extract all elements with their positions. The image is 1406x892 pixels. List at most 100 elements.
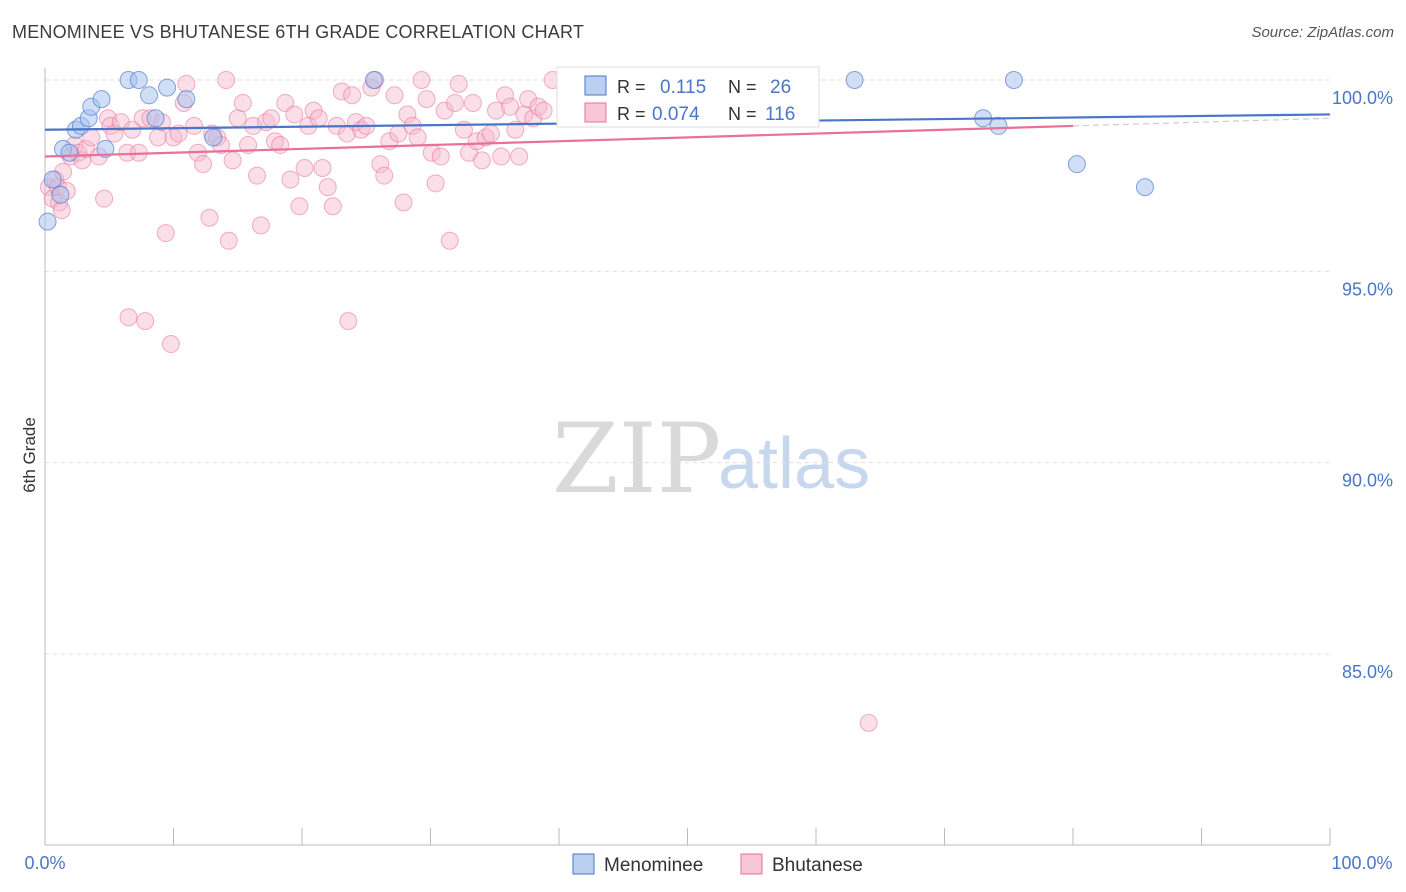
bhutanese-point-62: [323, 197, 342, 216]
menominee-point-12: [129, 71, 148, 89]
legend: Menominee Bhutanese: [572, 853, 863, 876]
menominee-point-25: [1135, 178, 1154, 197]
bhutanese-point-104: [519, 90, 538, 109]
bhutanese-point-75: [385, 86, 404, 105]
bhutanese-point-25: [149, 128, 168, 147]
menominee-point-2: [51, 185, 70, 204]
bhutanese-point-47: [251, 216, 270, 235]
bhutanese-point-55: [290, 197, 309, 216]
bhutanese-point-85: [431, 147, 450, 166]
stats-swatch-bhutanese: [584, 102, 607, 123]
bhutanese-point-107: [534, 101, 553, 120]
chart-title: MENOMINEE VS BHUTANESE 6TH GRADE CORRELA…: [12, 22, 585, 42]
menominee-point-0: [38, 212, 57, 231]
bhutanese-point-88: [445, 93, 464, 112]
bhutanese-point-15: [95, 189, 114, 208]
y-axis-title: 6th Grade: [20, 417, 39, 493]
stats-box: R = 0.115 N = 26 R = 0.074 N = 116: [556, 66, 820, 128]
bhutanese-point-32: [185, 116, 204, 135]
bhutanese-point-93: [467, 132, 486, 151]
bhutanese-point-99: [496, 86, 515, 105]
bhutanese-point-111: [859, 713, 878, 732]
bhutanese-point-40: [219, 231, 238, 250]
stats-r-value-menominee: 0.115: [660, 77, 706, 98]
source-label: Source: ZipAtlas.com: [1251, 24, 1394, 41]
menominee-point-15: [158, 78, 177, 97]
y-tick-label-100: 100.0%: [1332, 88, 1393, 108]
menominee-point-9: [92, 90, 111, 109]
bhutanese-point-27: [156, 224, 175, 243]
menominee-point-4: [60, 143, 79, 162]
bhutanese-point-94: [472, 151, 491, 170]
bhutanese-point-29: [169, 124, 188, 143]
bhutanese-point-113: [136, 312, 155, 331]
bhutanese-point-64: [332, 82, 351, 101]
y-tick-labels: 85.0% 90.0% 95.0% 100.0%: [1332, 88, 1393, 682]
stats-n-value-bhutanese: 116: [765, 104, 795, 125]
legend-swatch-bhutanese[interactable]: [740, 853, 763, 875]
bhutanese-point-105: [524, 109, 543, 128]
bhutanese-point-46: [248, 166, 267, 185]
stats-n-label-menominee: N =: [728, 77, 757, 97]
bhutanese-point-78: [398, 105, 417, 124]
bhutanese-point-61: [318, 178, 337, 197]
x-tick-label-max: 100.0%: [1331, 853, 1392, 873]
bhutanese-point-56: [295, 159, 314, 178]
legend-swatch-menominee[interactable]: [572, 853, 595, 875]
stats-n-value-menominee: 26: [770, 77, 791, 98]
y-tick-label-90: 90.0%: [1342, 471, 1393, 491]
bhutanese-point-49: [262, 109, 281, 128]
bhutanese-point-53: [281, 170, 300, 189]
bhutanese-point-112: [119, 308, 138, 327]
stats-r-value-bhutanese: 0.074: [652, 104, 700, 125]
bhutanese-point-72: [371, 155, 390, 174]
bhutanese-point-114: [161, 335, 180, 354]
bhutanese-point-82: [417, 90, 436, 109]
watermark-zip: ZIP: [552, 403, 721, 515]
stats-n-label-bhutanese: N =: [728, 104, 757, 124]
bhutanese-points: [39, 71, 878, 732]
bhutanese-point-98: [492, 147, 511, 166]
bhutanese-point-81: [412, 71, 431, 89]
stats-r-label-bhutanese: R =: [617, 104, 646, 124]
bhutanese-point-51: [271, 136, 290, 155]
bhutanese-point-87: [440, 231, 459, 250]
bhutanese-trend-line: [44, 124, 1074, 158]
bhutanese-point-34: [194, 155, 213, 174]
y-tick-label-85: 85.0%: [1342, 662, 1393, 682]
bhutanese-point-31: [177, 74, 196, 93]
menominee-point-16: [177, 90, 196, 109]
bhutanese-point-100: [501, 97, 520, 116]
menominee-point-13: [140, 86, 159, 105]
stats-swatch-menominee: [584, 75, 607, 96]
bhutanese-point-5: [52, 201, 71, 220]
bhutanese-point-96: [481, 124, 500, 143]
bhutanese-point-77: [394, 193, 413, 212]
bhutanese-point-41: [223, 151, 242, 170]
stats-r-label-menominee: R =: [617, 77, 646, 97]
x-ticks: [44, 828, 1331, 845]
bhutanese-point-54: [285, 105, 304, 124]
bhutanese-trend-extension: [1072, 117, 1331, 127]
bhutanese-point-92: [463, 93, 482, 112]
bhutanese-point-102: [510, 147, 529, 166]
bhutanese-point-97: [487, 101, 506, 120]
menominee-point-10: [96, 139, 115, 158]
bhutanese-point-43: [233, 93, 252, 112]
bhutanese-point-59: [309, 109, 328, 128]
menominee-point-20: [845, 71, 864, 89]
bhutanese-point-42: [228, 109, 247, 128]
bhutanese-point-73: [375, 166, 394, 185]
x-tick-label-min: 0.0%: [24, 853, 65, 873]
bhutanese-point-35: [200, 208, 219, 227]
menominee-point-18: [364, 71, 383, 89]
menominee-point-22: [989, 116, 1008, 135]
menominee-point-1: [43, 170, 62, 189]
bhutanese-point-66: [343, 86, 362, 105]
menominee-point-24: [1067, 155, 1086, 174]
bhutanese-point-89: [449, 74, 468, 93]
legend-label-bhutanese[interactable]: Bhutanese: [772, 855, 863, 876]
legend-label-menominee[interactable]: Menominee: [604, 855, 703, 876]
y-tick-label-95: 95.0%: [1342, 279, 1393, 299]
